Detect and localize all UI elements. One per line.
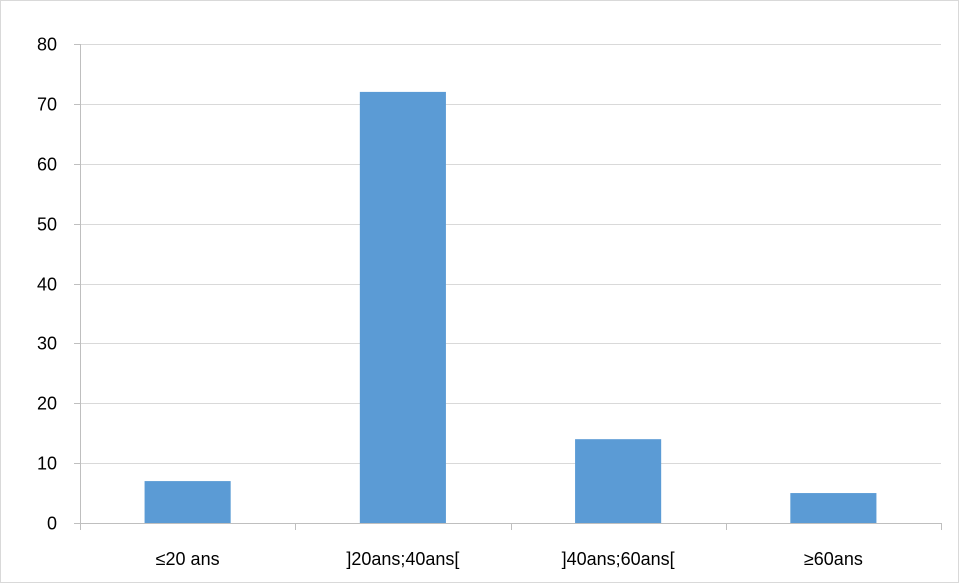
- x-tick-label: ]20ans;40ans[: [346, 549, 459, 569]
- bars: [144, 91, 877, 524]
- gridlines: [80, 44, 941, 464]
- y-tick-label: 50: [37, 215, 57, 235]
- bar: [144, 481, 231, 523]
- x-tick-labels: ≤20 ans ]20ans;40ans[ ]40ans;60ans[ ≥60ans: [156, 549, 863, 569]
- y-tick-label: 70: [37, 95, 57, 115]
- x-tick-label: ≤20 ans: [156, 549, 220, 569]
- y-tick-label: 60: [37, 155, 57, 175]
- y-tick-labels: 0 10 20 30 40 50 60 70 80: [37, 35, 57, 534]
- y-tick-label: 10: [37, 454, 57, 474]
- bar: [790, 493, 877, 523]
- bar: [359, 91, 446, 524]
- y-tick-label: 20: [37, 394, 57, 414]
- y-tick-label: 40: [37, 275, 57, 295]
- x-tick-label: ≥60ans: [804, 549, 863, 569]
- x-tick-label: ]40ans;60ans[: [562, 549, 675, 569]
- y-tick-label: 0: [47, 514, 57, 534]
- bar: [575, 439, 662, 523]
- y-tick-label: 80: [37, 35, 57, 55]
- axes: [74, 44, 942, 530]
- y-tick-label: 30: [37, 334, 57, 354]
